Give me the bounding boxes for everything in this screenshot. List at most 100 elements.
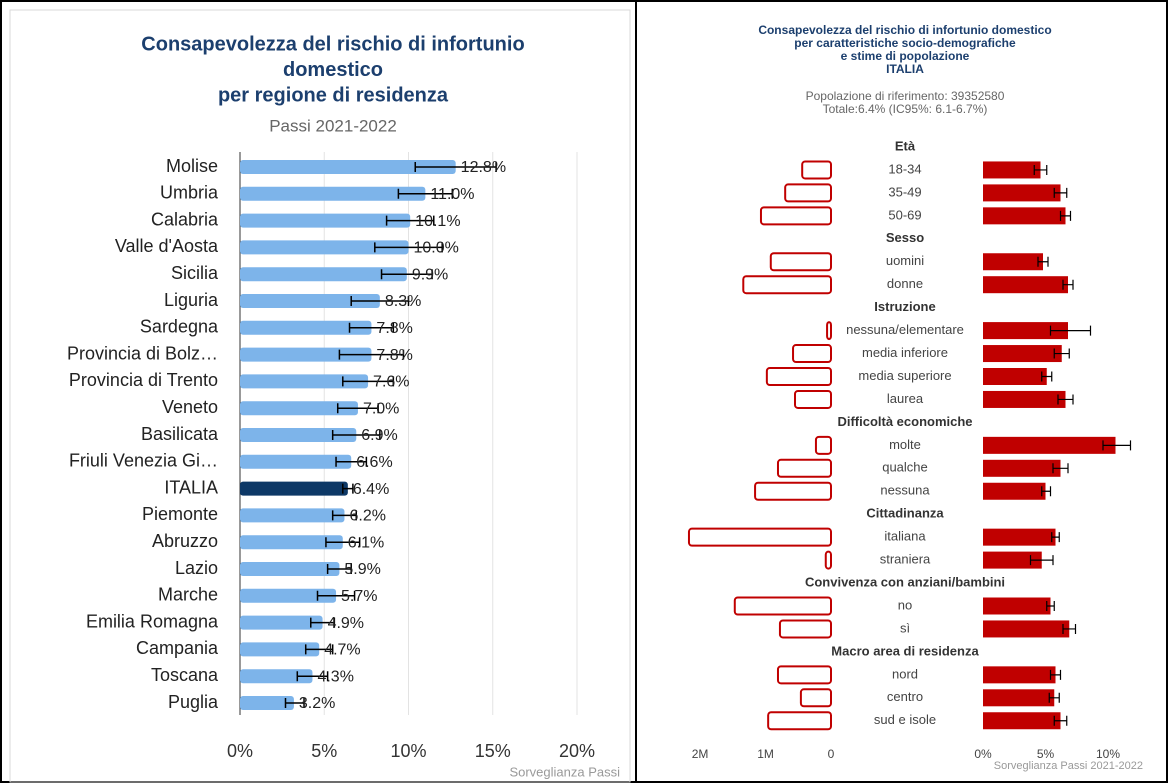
error-bar [1062,623,1077,634]
chart-subtitle: Passi 2021-2022 [269,116,397,135]
category-label: media inferiore [862,345,948,360]
bar [983,551,1042,569]
category-label: nord [892,666,918,681]
y-tick-label: Sicilia [171,263,219,283]
x-tick-label: 15% [475,741,511,761]
y-tick-label: Provincia di Bolz… [67,343,218,363]
category-label: 50-69 [888,207,921,222]
bar [240,562,340,576]
bar [240,213,411,228]
category-label: straniera [880,552,931,567]
bar [240,696,294,710]
error-bar [342,483,354,494]
population-bar [794,389,832,409]
value-label: 9.9% [412,266,448,283]
y-tick-label: Marche [158,585,218,605]
population-bar [687,527,832,547]
bar [240,428,357,442]
category-label: qualche [882,460,928,475]
category-label: uomini [886,253,924,268]
bar [983,689,1055,707]
bar [240,535,343,550]
error-bar [1059,210,1072,221]
error-bar [1033,164,1048,175]
value-label: 12.8% [461,159,506,176]
y-tick-label: Lazio [175,558,218,578]
y-tick-label: Veneto [162,397,218,417]
bar [983,322,1068,340]
error-bar [414,162,497,172]
value-label: 8.3% [385,293,421,310]
error-bar [380,269,433,280]
y-tick-label: Provincia di Trento [69,370,218,390]
error-bar [1046,601,1055,611]
error-bar [397,188,454,199]
bar [983,276,1068,294]
chart-title: Consapevolezza del rischio di infortunio… [758,23,1051,37]
value-label: 5.9% [344,561,380,578]
error-bar [1037,256,1049,267]
population-bar [733,596,832,616]
category-label: media superiore [858,368,951,383]
error-bar [331,430,381,440]
error-bar [374,242,443,253]
x-tick-label: 5% [311,741,337,761]
category-label: laurea [887,391,924,406]
left-panel [9,9,631,783]
bar [983,459,1061,477]
value-label: 5.7% [341,588,377,605]
value-label: 11.0% [430,186,474,203]
bar [983,207,1066,225]
group-header: Istruzione [874,299,935,314]
bar [240,186,426,201]
y-tick-label: Toscana [151,665,219,685]
bar [983,345,1062,363]
population-bar [801,160,833,180]
x-tick-label: 10% [390,741,426,761]
chart-title: ITALIA [886,62,924,76]
population-tick-label: 1M [757,747,774,761]
bar [983,436,1116,454]
value-label: 3.2% [299,695,335,712]
bar [983,161,1041,179]
value-label: 4.9% [328,615,364,632]
category-label: no [898,597,912,612]
category-label: sud e isole [874,712,936,727]
bar [240,347,372,362]
value-label: 7.0% [363,400,399,417]
category-label: molte [889,437,921,452]
population-tick-label: 0 [828,747,835,761]
population-bar [769,252,832,272]
bar [983,253,1043,271]
error-bar [1049,325,1092,336]
value-label: 6.6% [356,454,392,471]
error-bar [304,644,334,655]
value-label: 6.4% [353,481,389,498]
error-bar [1053,187,1068,198]
y-tick-label: Calabria [151,209,219,229]
population-bar [765,367,833,386]
category-label: donne [887,276,923,291]
population-bar [826,321,833,341]
y-tick-label: ITALIA [164,477,218,497]
category-label: nessuna [880,483,930,498]
value-label: 7.8% [376,320,412,337]
group-header: Sesso [886,230,924,245]
population-bar [759,206,832,226]
x-tick-label: 0% [227,741,253,761]
bar [983,482,1046,500]
source-note: Sorveglianza Passi [509,764,620,779]
error-bar [1057,394,1074,405]
y-tick-label: Liguria [164,290,219,310]
error-bar [325,537,361,548]
bar [983,666,1056,684]
population-bar [742,275,832,295]
bar [240,401,358,416]
chart-subtitle: Popolazione di riferimento: 39352580 [806,89,1005,103]
error-bar [335,456,368,467]
population-bar [784,183,833,203]
bar [983,597,1051,615]
error-bar [331,510,358,521]
value-label: 7.6% [373,374,409,391]
